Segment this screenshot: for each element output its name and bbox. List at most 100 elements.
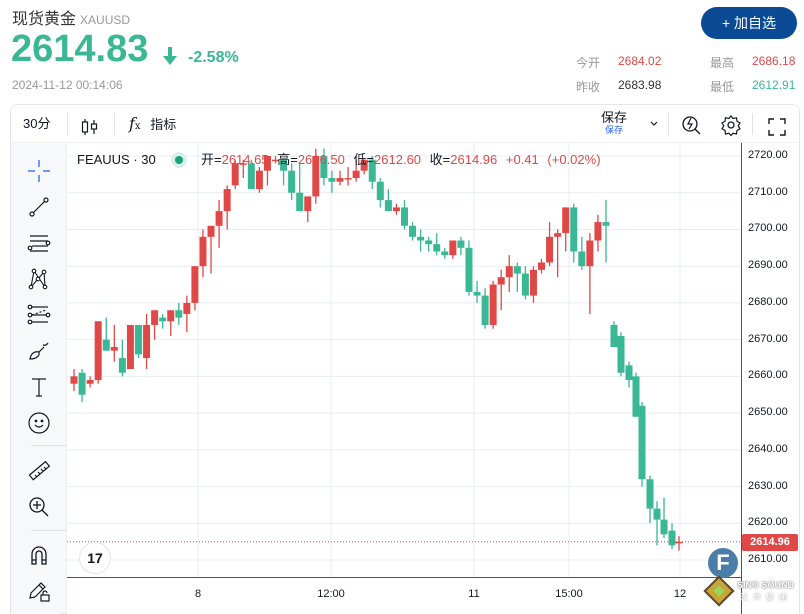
price-tick-label: 2680.00 [748, 295, 788, 308]
toolbar-divider [668, 113, 669, 135]
ruler-tool[interactable] [25, 457, 53, 485]
legend-symbol: FEAUUS · 30 [77, 152, 156, 167]
legend-close-label: 收= [429, 152, 451, 167]
chevron-down-icon [650, 121, 658, 126]
open-label: 今开 [576, 56, 601, 70]
save-button[interactable]: 保存 保存 [599, 110, 629, 140]
price-tick-label: 2700.00 [748, 222, 788, 235]
lock-drawing-icon [29, 582, 50, 602]
price-tick-label: 2650.00 [748, 406, 788, 419]
high-label: 最高 [710, 56, 735, 70]
ohlc-legend: FEAUUS · 30 开=2614.65 高=2616.50 低=2612.6… [77, 149, 606, 170]
market-status-icon [171, 151, 188, 168]
price-tick-label: 2720.00 [748, 149, 788, 161]
magnet-tool[interactable] [25, 541, 53, 569]
price-tick-label: 2620.00 [748, 516, 788, 529]
legend-close: 2614.96 [450, 152, 498, 167]
tool-divider [31, 445, 67, 446]
fx-icon: fx [129, 114, 141, 133]
pattern-icon [28, 268, 48, 290]
high-value: 2686.18 [752, 54, 796, 68]
zoom-in-tool[interactable] [25, 493, 53, 521]
toolbar-divider [752, 113, 753, 135]
horizontal-lines-tool[interactable] [25, 229, 53, 257]
crosshair-tool[interactable] [25, 157, 53, 185]
brand-watermark-cn: 汉声集团 [740, 593, 792, 602]
brush-icon [29, 342, 49, 360]
open-value: 2684.02 [618, 54, 662, 68]
toolbar-divider [114, 113, 115, 135]
candlestick-icon [81, 119, 98, 135]
save-dropdown-button[interactable] [649, 105, 659, 143]
brand-watermark: SINO SOUND [737, 580, 795, 590]
indicators-button[interactable]: fx 指标 [129, 105, 176, 143]
pattern-tool[interactable] [25, 265, 53, 293]
horizontal-lines-icon [27, 235, 51, 252]
legend-open-label: 开= [201, 152, 222, 167]
change-percent: -2.58% [188, 49, 239, 66]
price-tick-label: 2690.00 [748, 259, 788, 272]
legend-low-label: 低= [353, 152, 375, 167]
instrument-title: 现货黄金 XAUUSD [12, 5, 130, 29]
quote-header: 现货黄金 XAUUSD 2614.83 -2.58% 2024-11-12 00:… [0, 0, 804, 104]
emoji-icon [28, 412, 50, 434]
fullscreen-button[interactable] [767, 114, 787, 136]
tradingview-logo[interactable]: 17 [79, 542, 111, 574]
text-icon [32, 378, 46, 397]
gear-icon [721, 115, 741, 137]
legend-change: +0.41 [505, 152, 539, 167]
price-tick-label: 2640.00 [748, 442, 788, 455]
save-label: 保存 [600, 110, 627, 125]
drawing-toolbar: ‹ [11, 143, 68, 614]
crosshair-icon [28, 160, 50, 182]
f-logo-watermark: F [708, 548, 738, 578]
fib-retracement-icon [27, 304, 51, 325]
fib-tool[interactable] [25, 301, 53, 329]
time-tick-label: 8 [194, 588, 202, 600]
time-tick-label: 12:00 [317, 588, 345, 600]
legend-low: 2612.60 [374, 152, 422, 167]
lightning-search-icon [682, 116, 701, 135]
price-tick-label: 2670.00 [748, 332, 788, 345]
arrow-down-icon [163, 47, 177, 65]
time-tick-label: 15:00 [555, 588, 583, 600]
quick-search-button[interactable] [681, 113, 703, 135]
last-price-tag: 2614.96 [742, 533, 798, 551]
chart-type-button[interactable] [81, 114, 99, 135]
toolbar-divider [67, 113, 68, 135]
lock-drawing-tool[interactable] [25, 577, 53, 605]
emoji-tool[interactable] [25, 409, 53, 437]
trend-line-tool[interactable] [25, 193, 53, 221]
prev-close-label: 昨收 [576, 80, 601, 94]
low-label: 最低 [710, 80, 735, 94]
add-watchlist-button[interactable]: + 加自选 [701, 7, 797, 39]
legend-high: 2616.50 [297, 152, 345, 167]
brush-tool[interactable] [25, 337, 53, 365]
ruler-icon [28, 460, 51, 481]
interval-button[interactable]: 30分 [23, 116, 51, 131]
prev-close-value: 2683.98 [618, 78, 662, 92]
quote-timestamp: 2024-11-12 00:14:06 [12, 78, 123, 92]
legend-change-pct: (+0.02%) [547, 152, 601, 167]
time-axis[interactable]: 8 12:00 11 15:00 12 [67, 577, 741, 614]
fullscreen-icon [768, 118, 786, 136]
time-tick-label: 11 [468, 588, 480, 600]
legend-high-label: 高= [277, 152, 298, 167]
price-tick-label: 2610.00 [748, 553, 788, 566]
instrument-name: 现货黄金 [12, 11, 77, 28]
chart-widget: 30分 fx 指标 保存 保存 [10, 104, 800, 614]
instrument-symbol: XAUUSD [80, 13, 131, 27]
price-tick-label: 2630.00 [748, 479, 788, 492]
text-tool[interactable] [25, 373, 53, 401]
chart-toolbar: 30分 fx 指标 保存 保存 [11, 105, 799, 143]
save-sublabel: 保存 [604, 125, 623, 135]
zoom-in-icon [29, 497, 49, 517]
price-tick-label: 2710.00 [748, 185, 788, 198]
candlestick-chart[interactable] [67, 143, 741, 577]
price-axis[interactable]: 2720.00 2710.00 2700.00 2690.00 2680.00 2670.… [741, 143, 799, 614]
time-tick-label: 12 [673, 588, 687, 600]
legend-open: 2614.65 [221, 152, 269, 167]
settings-button[interactable] [720, 113, 742, 137]
trend-line-icon [29, 197, 49, 217]
magnet-icon [31, 546, 47, 565]
